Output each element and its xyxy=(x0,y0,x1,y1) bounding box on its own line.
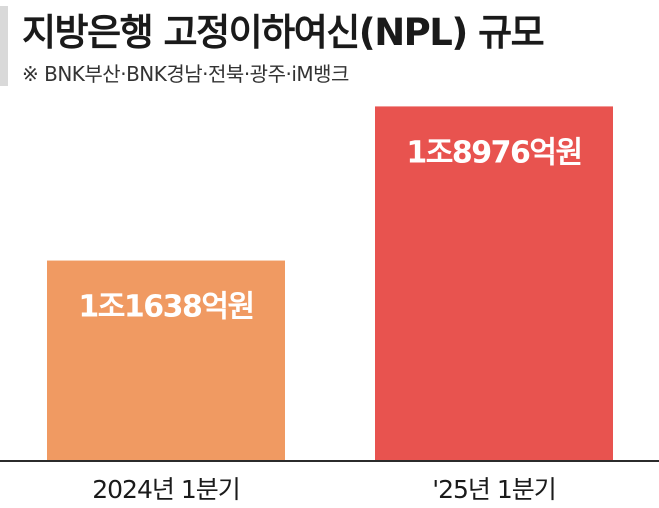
title-accent-bar xyxy=(0,6,8,86)
bar-1 xyxy=(47,260,285,461)
labels-group: 1조1638억원 2024년 1분기 1조8976억원 '25년 1분기 xyxy=(78,135,583,504)
bars-group xyxy=(47,106,613,461)
category-label-1: 2024년 1분기 xyxy=(92,475,239,504)
data-label-1: 1조1638억원 xyxy=(78,290,253,325)
bar-2 xyxy=(375,106,613,461)
chart-subtitle: ※ BNK부산·BNK경남·전북·광주·iM뱅크 xyxy=(22,62,349,86)
data-label-2: 1조8976억원 xyxy=(406,135,581,170)
category-label-2: '25년 1분기 xyxy=(432,475,556,504)
chart-title: 지방은행 고정이하여신(NPL) 규모 xyxy=(22,11,545,54)
